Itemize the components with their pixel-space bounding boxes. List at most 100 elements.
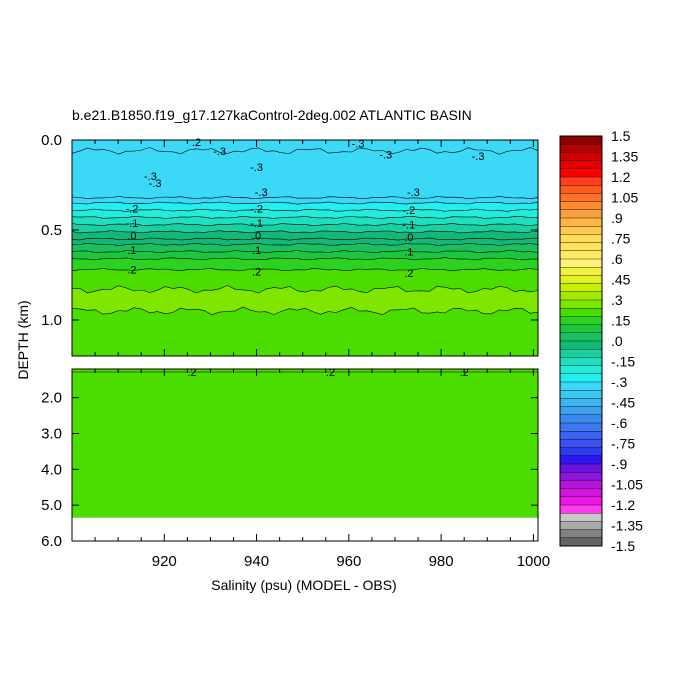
y-tick-label: 0.5 bbox=[41, 222, 62, 239]
colorbar-label: 1.2 bbox=[611, 169, 631, 185]
contour-band bbox=[72, 209, 538, 219]
contour-label: .2 bbox=[252, 266, 261, 278]
y-tick-label: 0.0 bbox=[41, 132, 62, 149]
contour-label: .2 bbox=[192, 137, 201, 149]
contour-band bbox=[72, 257, 538, 271]
contour-label: .2 bbox=[127, 265, 136, 277]
contour-band bbox=[72, 250, 538, 260]
colorbar-label: .6 bbox=[611, 251, 623, 267]
x-tick-label: 980 bbox=[429, 553, 454, 570]
x-tick-label: 1000 bbox=[517, 553, 550, 570]
colorbar-label: .75 bbox=[611, 231, 631, 247]
colorbar-label: -.15 bbox=[611, 354, 635, 370]
lower-panel: .2.2.2 bbox=[71, 367, 539, 542]
contour-label: -.3 bbox=[250, 162, 263, 174]
x-tick-label: 920 bbox=[152, 553, 177, 570]
colorbar-label: -.3 bbox=[611, 374, 628, 390]
colorbar-swatch bbox=[559, 513, 603, 522]
contour-label: -.2 bbox=[126, 203, 139, 215]
contour-label: -.3 bbox=[213, 146, 226, 158]
x-tick-label: 960 bbox=[336, 553, 361, 570]
colorbar-swatch bbox=[559, 406, 603, 416]
colorbar-label: 1.35 bbox=[611, 149, 638, 165]
contour-line bbox=[71, 242, 539, 246]
colorbar-swatch bbox=[559, 275, 603, 285]
colorbar-swatch bbox=[559, 316, 603, 326]
y-tick-label: 4.0 bbox=[41, 461, 62, 478]
colorbar-swatch bbox=[559, 135, 603, 145]
contour-band bbox=[72, 307, 538, 356]
colorbar-swatch bbox=[559, 250, 603, 260]
y-tick-label: 6.0 bbox=[41, 533, 62, 550]
colorbar-label: .15 bbox=[611, 313, 631, 329]
upper-panel: .2 -.3-.3 -.3 -.3-.3-.3-.3-.3 -.3-.2 -.2 -.2-.… bbox=[71, 137, 539, 357]
lower-panel-frame bbox=[71, 368, 539, 542]
y-tick-label: 5.0 bbox=[41, 497, 62, 514]
contour-label: .1 bbox=[404, 247, 413, 259]
colorbar-swatch bbox=[559, 299, 603, 309]
contour-label: -.1 bbox=[126, 218, 139, 230]
colorbar-swatch bbox=[559, 225, 603, 235]
colorbar-label: .0 bbox=[611, 333, 623, 349]
contour-band bbox=[72, 268, 538, 294]
colorbar-swatch bbox=[559, 168, 603, 178]
contour-line bbox=[71, 250, 539, 254]
colorbar-label: -1.5 bbox=[611, 538, 635, 554]
contour-label: -.3 bbox=[352, 139, 365, 151]
y-tick-label: 1.0 bbox=[41, 312, 62, 329]
colorbar-swatch bbox=[559, 431, 603, 440]
colorbar-swatch bbox=[559, 537, 603, 547]
contour-line bbox=[71, 147, 539, 155]
colorbar-swatch bbox=[559, 504, 603, 514]
colorbar-swatch bbox=[559, 184, 603, 194]
contour-label: .0 bbox=[404, 232, 413, 244]
contour-line bbox=[71, 215, 539, 219]
colorbar-swatch bbox=[559, 152, 603, 162]
contour-line bbox=[71, 208, 539, 212]
colorbar-swatch bbox=[559, 283, 603, 293]
contour-line bbox=[71, 285, 539, 294]
y-axis: 0.0 0.5 1.0 2.0 3.0 4.0 5.0 6.0 bbox=[41, 132, 538, 550]
colorbar-swatch bbox=[559, 234, 603, 244]
contour-line bbox=[71, 201, 539, 205]
contour-label: -.1 bbox=[250, 218, 263, 230]
contour-line bbox=[71, 230, 539, 234]
chart-title: b.e21.B1850.f19_g17.127kaControl-2deg.00… bbox=[72, 107, 472, 123]
contour-label: -.3 bbox=[255, 187, 268, 199]
colorbar-label: .45 bbox=[611, 272, 631, 288]
colorbar-swatch bbox=[559, 242, 603, 252]
y-tick-label: 3.0 bbox=[41, 426, 62, 443]
colorbar-label: 1.5 bbox=[611, 128, 631, 144]
contour-label: -.1 bbox=[402, 220, 415, 232]
colorbar-swatch bbox=[559, 381, 603, 391]
colorbar-swatch bbox=[559, 496, 603, 506]
colorbar-swatch bbox=[559, 463, 603, 473]
colorbar-swatch bbox=[559, 258, 603, 268]
colorbar-swatch bbox=[559, 529, 603, 539]
colorbar-label: -.75 bbox=[611, 436, 635, 452]
colorbar-label: -1.2 bbox=[611, 497, 635, 513]
colorbar-label: 1.05 bbox=[611, 190, 638, 206]
contour-band bbox=[72, 216, 538, 226]
colorbar-swatch bbox=[559, 422, 603, 432]
colorbar-swatch bbox=[559, 365, 603, 375]
contour-band bbox=[72, 285, 538, 315]
colorbar-swatch bbox=[559, 390, 603, 399]
x-tick-label: 940 bbox=[244, 553, 269, 570]
colorbar-label: .3 bbox=[611, 292, 623, 308]
colorbar-swatch bbox=[559, 308, 603, 317]
contour-line bbox=[71, 223, 539, 227]
colorbar-swatch bbox=[559, 291, 603, 301]
colorbar-label: -.45 bbox=[611, 395, 635, 411]
colorbar-swatch bbox=[559, 143, 603, 153]
lower-panel-fill bbox=[72, 369, 538, 518]
colorbar-swatch bbox=[559, 332, 603, 342]
colorbar-swatch bbox=[559, 340, 603, 350]
contour-band bbox=[72, 223, 538, 233]
contour-line bbox=[71, 196, 539, 200]
colorbar-swatch bbox=[559, 373, 603, 383]
colorbar-swatch bbox=[559, 267, 603, 276]
colorbar-swatch bbox=[559, 488, 603, 498]
colorbar-label: -1.35 bbox=[611, 518, 643, 534]
y-tick-label: 2.0 bbox=[41, 390, 62, 407]
